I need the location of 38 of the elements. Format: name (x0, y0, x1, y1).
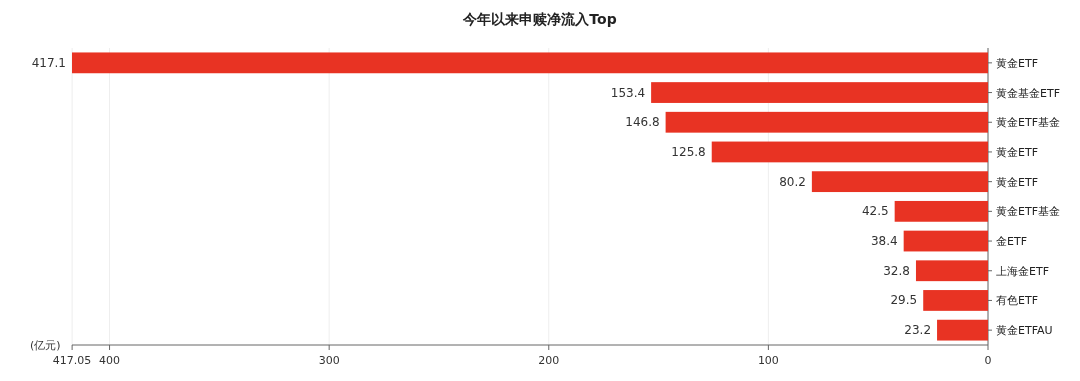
data-label: 146.8 (625, 115, 660, 130)
data-label: 125.8 (671, 144, 706, 159)
bar (937, 319, 988, 341)
bar (811, 171, 988, 193)
bar (72, 52, 988, 74)
y-tick-label: 黄金ETF基金 (996, 205, 1060, 219)
x-tick-label: 400 (99, 354, 121, 367)
bar (651, 82, 988, 103)
y-tick-label: 黄金ETF (996, 56, 1038, 70)
y-tick-label: 金ETF (996, 235, 1027, 249)
bar (915, 260, 988, 282)
y-tick-label: 上海金ETF (996, 264, 1049, 278)
y-tick-label: 黄金ETFAU (996, 324, 1053, 338)
data-label: 38.4 (870, 234, 898, 249)
data-label: 32.8 (883, 263, 910, 278)
bar (923, 290, 988, 311)
bar (894, 200, 988, 222)
x-tick-label: 0 (984, 354, 992, 367)
y-tick-label: 黄金ETF基金 (996, 116, 1060, 130)
data-label: 42.5 (861, 204, 889, 219)
x-axis-title: (亿元) (30, 339, 61, 352)
data-label: 23.2 (904, 323, 932, 338)
bar (903, 230, 988, 252)
x-tick-label: 200 (538, 354, 560, 367)
chart-title: 今年以来申赎净流入Top (462, 11, 617, 27)
bar (711, 141, 988, 163)
x-tick-label: 300 (318, 354, 340, 367)
x-tick-label: 417.05 (52, 354, 92, 367)
data-label: 29.5 (890, 293, 918, 308)
data-label: 417.1 (31, 55, 66, 70)
data-label: 80.2 (779, 174, 806, 189)
bar (665, 111, 988, 133)
y-tick-label: 黄金基金ETF (996, 86, 1060, 100)
y-tick-label: 黄金ETF (996, 145, 1038, 159)
y-tick-label: 黄金ETF (996, 175, 1038, 189)
data-label: 153.4 (610, 85, 646, 100)
y-tick-label: 有色ETF (996, 294, 1038, 308)
x-tick-label: 100 (757, 354, 779, 367)
